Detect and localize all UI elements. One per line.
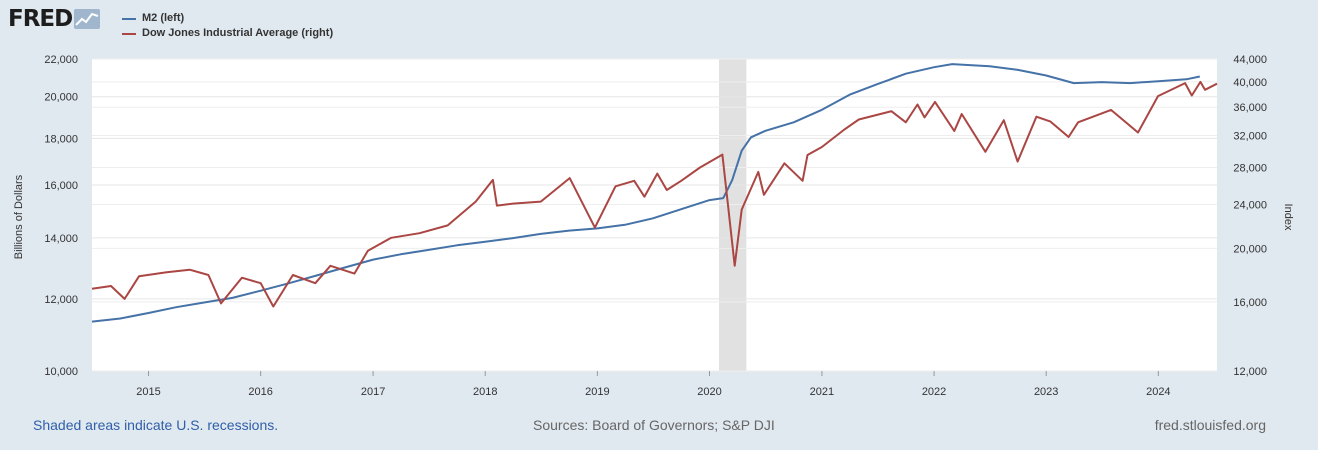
legend-label-djia: Dow Jones Industrial Average (right) <box>142 27 334 39</box>
x-tick-label-5: 2020 <box>697 386 721 398</box>
right-tick-label-0: 12,000 <box>1233 366 1267 378</box>
chart-legend: M2 (left) Dow Jones Industrial Average (… <box>122 11 333 41</box>
left-axis-ticks: 10,000 12,000 14,000 16,000 18,000 20,000 22,0… <box>44 54 78 378</box>
x-tick-label-8: 2023 <box>1034 386 1058 398</box>
left-tick-label-0: 10,000 <box>44 366 78 378</box>
site-link[interactable]: fred.stlouisfed.org <box>1154 417 1266 433</box>
left-tick-label-3: 16,000 <box>44 180 78 192</box>
right-tick-label-8: 44,000 <box>1233 54 1267 66</box>
x-tick-label-1: 2016 <box>248 386 272 398</box>
right-axis-title: Index <box>1282 204 1294 231</box>
left-tick-label-6: 22,000 <box>44 54 78 66</box>
recession-band-0 <box>719 59 747 371</box>
right-tick-label-6: 36,000 <box>1233 102 1267 114</box>
legend-swatch-djia <box>122 32 136 35</box>
left-tick-label-2: 14,000 <box>44 233 78 245</box>
x-tick-label-7: 2022 <box>922 386 946 398</box>
legend-item-djia: Dow Jones Industrial Average (right) <box>122 26 333 41</box>
left-axis-title: Billions of Dollars <box>13 174 25 259</box>
right-tick-label-5: 32,000 <box>1233 130 1267 142</box>
x-tick-label-6: 2021 <box>810 386 834 398</box>
left-tick-label-5: 20,000 <box>44 92 78 104</box>
plot-background <box>92 59 1217 371</box>
x-tick-label-4: 2019 <box>585 386 609 398</box>
x-tick-label-0: 2015 <box>136 386 160 398</box>
line-chart-icon <box>74 9 101 29</box>
fred-logo[interactable]: FRED <box>8 6 101 32</box>
recession-note-link[interactable]: Shaded areas indicate U.S. recessions. <box>33 417 279 433</box>
right-tick-label-4: 28,000 <box>1233 163 1267 175</box>
x-tick-label-2: 2017 <box>361 386 385 398</box>
x-tick-label-3: 2018 <box>473 386 497 398</box>
legend-label-m2: M2 (left) <box>142 12 185 24</box>
right-tick-label-7: 40,000 <box>1233 77 1267 89</box>
series-lines <box>91 63 1218 323</box>
grid-lines <box>92 58 1217 372</box>
series-line-0 <box>91 63 1201 323</box>
x-tick-label-9: 2024 <box>1146 386 1170 398</box>
sources-text: Sources: Board of Governors; S&P DJI <box>533 417 775 433</box>
right-tick-label-2: 20,000 <box>1233 243 1267 255</box>
legend-item-m2: M2 (left) <box>122 11 333 26</box>
recession-shading <box>719 59 747 371</box>
x-axis-ticks: 2015 2016 2017 2018 2019 2020 2021 2022 2023 2024 <box>136 371 1171 398</box>
right-tick-label-1: 16,000 <box>1233 297 1267 309</box>
fred-logo-text: FRED <box>8 6 73 32</box>
series-line-1 <box>91 80 1218 308</box>
right-axis-ticks: 12,000 16,000 20,000 24,000 28,000 32,000 36,0… <box>1233 54 1267 378</box>
legend-swatch-m2 <box>122 17 136 20</box>
left-tick-label-4: 18,000 <box>44 133 78 145</box>
left-tick-label-1: 12,000 <box>44 294 78 306</box>
right-tick-label-3: 24,000 <box>1233 200 1267 212</box>
